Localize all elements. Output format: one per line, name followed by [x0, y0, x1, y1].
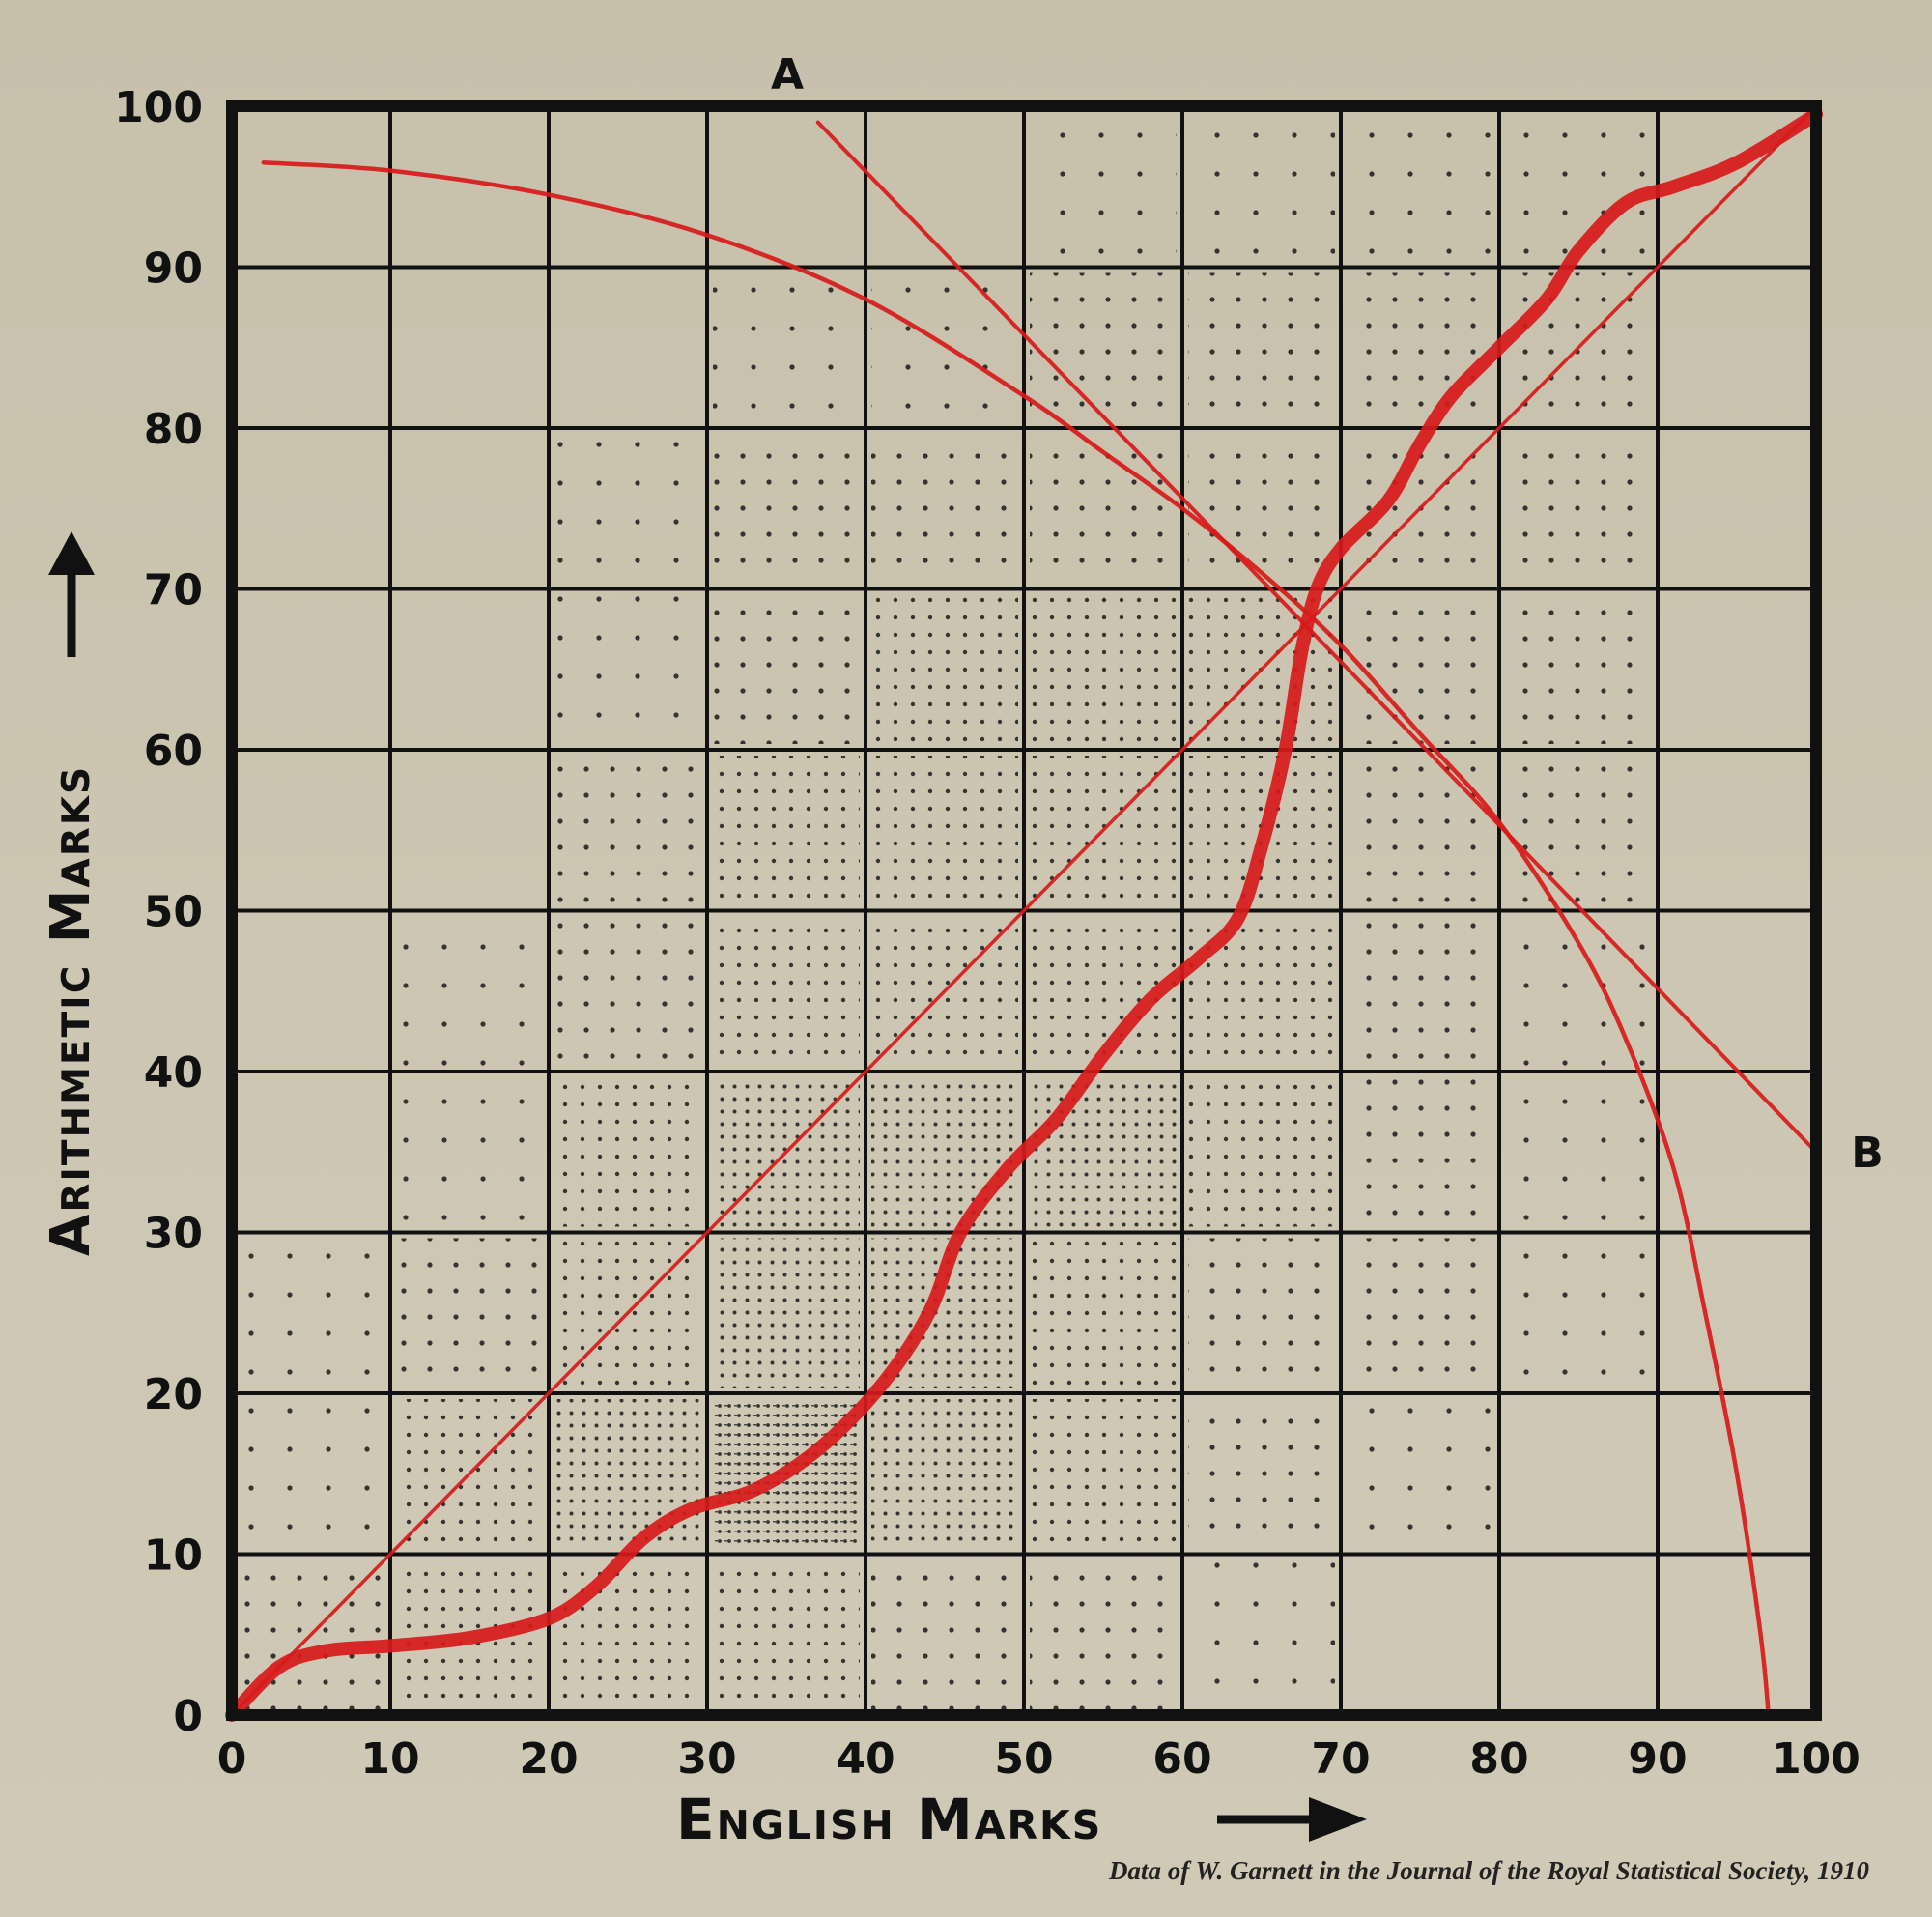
y-tick-label: 40	[144, 1048, 203, 1098]
y-axis-title-text: Arithmetic Marks	[40, 765, 102, 1256]
x-tick-label: 60	[1152, 1734, 1211, 1784]
density-cell	[1030, 1238, 1177, 1388]
density-cell	[713, 434, 860, 584]
red-curve-1	[225, 107, 1823, 1722]
density-cell	[1347, 1399, 1493, 1549]
y-tick-label: 30	[144, 1210, 203, 1259]
density-cell	[554, 1399, 701, 1549]
x-tick-label: 100	[1772, 1734, 1861, 1784]
density-cell	[1347, 1238, 1493, 1388]
density-cell	[396, 1077, 543, 1227]
x-tick-label: 0	[217, 1734, 247, 1784]
y-tick-label: 10	[144, 1531, 203, 1581]
density-cell	[554, 756, 701, 905]
right-arrow-icon	[1217, 1797, 1367, 1842]
y-axis-title: Arithmetic Marks	[40, 531, 102, 1256]
density-cell	[871, 1399, 1018, 1549]
density-cell	[554, 434, 701, 584]
plot-frame	[226, 100, 1822, 1721]
density-cell	[554, 594, 701, 744]
density-cell	[1188, 916, 1335, 1066]
density-cell	[713, 756, 860, 905]
x-tick-label: 10	[360, 1734, 419, 1784]
density-cell	[1030, 434, 1177, 584]
marker-b-label: B	[1851, 1129, 1884, 1178]
density-cell	[713, 594, 860, 744]
density-cell	[871, 756, 1018, 905]
x-axis-title: English Marks	[676, 1787, 1367, 1852]
density-cell	[238, 1399, 384, 1549]
density-cell	[871, 1077, 1018, 1227]
x-tick-label: 80	[1469, 1734, 1528, 1784]
density-cell	[1188, 1238, 1335, 1388]
marker-a-label: A	[771, 50, 804, 100]
density-cell	[1505, 1077, 1652, 1227]
density-cell	[1188, 434, 1335, 584]
density-cell	[713, 1238, 860, 1388]
density-cell	[1347, 756, 1493, 905]
y-tick-label: 60	[144, 727, 203, 776]
x-tick-label: 30	[677, 1734, 736, 1784]
x-tick-label: 20	[519, 1734, 578, 1784]
density-cell	[554, 916, 701, 1066]
density-cell	[871, 594, 1018, 744]
density-cell	[1347, 112, 1493, 262]
density-cell	[1505, 756, 1652, 905]
x-tick-label: 70	[1311, 1734, 1370, 1784]
x-axis-title-text: English Marks	[676, 1787, 1102, 1852]
y-tick-label: 20	[144, 1370, 203, 1419]
density-cell	[713, 1559, 860, 1709]
density-cell	[396, 1238, 543, 1388]
density-cell	[1188, 1077, 1335, 1227]
x-axis-ticks: 0 10 20 30 40 50 60 70 80 90 100	[217, 1734, 1861, 1784]
density-cell	[1188, 1559, 1335, 1709]
density-cell	[1188, 272, 1335, 422]
density-cell	[1030, 594, 1177, 744]
up-arrow-icon	[48, 531, 95, 657]
density-cell	[1347, 1077, 1493, 1227]
x-tick-label: 90	[1628, 1734, 1687, 1784]
density-cell	[1030, 272, 1177, 422]
y-axis-ticks: 0 10 20 30 40 50 60 70 80 90 100	[114, 83, 203, 1741]
density-cell	[1347, 594, 1493, 744]
density-cell	[1505, 434, 1652, 584]
red-curve-0	[230, 104, 1818, 1717]
source-caption: Data of W. Garnett in the Journal of the…	[1108, 1856, 1870, 1885]
red-curve-3	[815, 120, 1818, 1155]
density-cell	[1505, 594, 1652, 744]
density-cell	[1030, 1559, 1177, 1709]
y-tick-label: 70	[144, 566, 203, 615]
density-cell	[1030, 1077, 1177, 1227]
y-tick-label: 50	[144, 888, 203, 937]
red-curves	[225, 104, 1823, 1722]
x-tick-label: 40	[836, 1734, 895, 1784]
density-cell	[871, 1559, 1018, 1709]
density-cell	[1030, 112, 1177, 262]
density-cell	[1505, 112, 1652, 262]
density-cell	[1188, 1399, 1335, 1549]
density-cell	[1505, 1238, 1652, 1388]
y-tick-label: 100	[114, 83, 203, 132]
y-tick-label: 90	[144, 244, 203, 294]
density-cell	[871, 434, 1018, 584]
red-curve-2	[261, 160, 1772, 1718]
x-tick-label: 50	[994, 1734, 1053, 1784]
density-cell	[1347, 272, 1493, 422]
density-cell	[1030, 1399, 1177, 1549]
density-cell	[554, 1077, 701, 1227]
density-cell	[713, 916, 860, 1066]
y-tick-label: 80	[144, 405, 203, 454]
y-tick-label: 0	[173, 1692, 203, 1741]
density-cell	[713, 272, 860, 422]
density-cell	[1188, 112, 1335, 262]
density-cell	[1347, 916, 1493, 1066]
density-cell	[554, 1559, 701, 1709]
density-cell	[238, 1238, 384, 1388]
density-cell	[396, 916, 543, 1066]
